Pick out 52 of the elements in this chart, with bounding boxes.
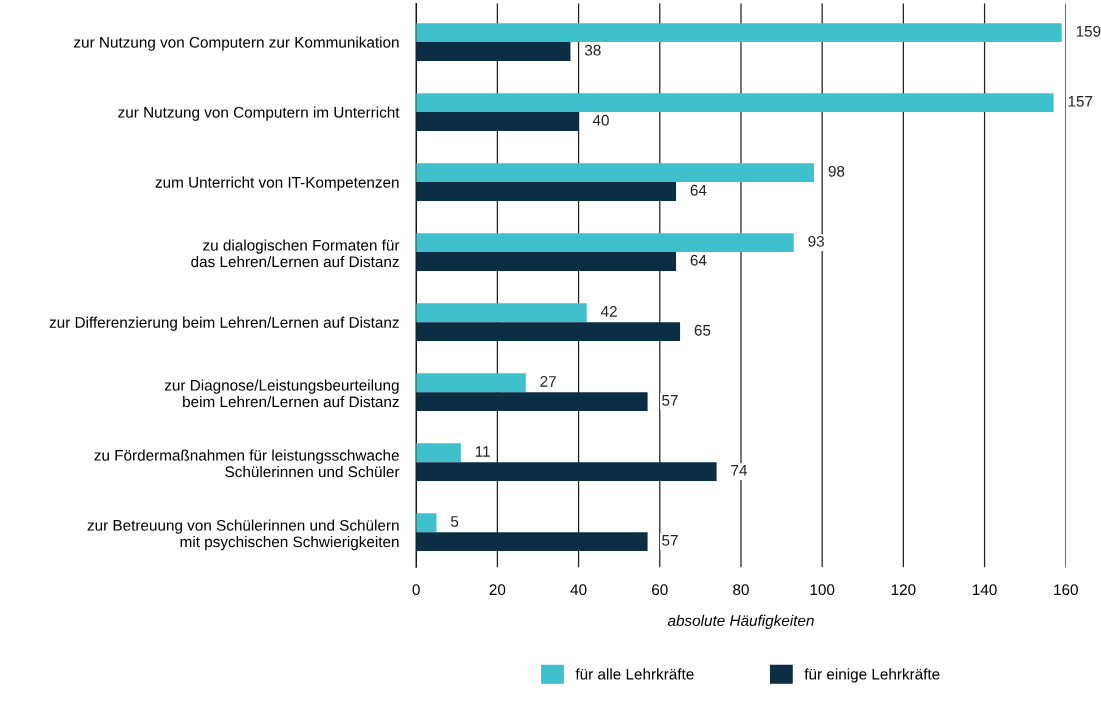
data-label: 93	[808, 235, 824, 247]
bar	[416, 513, 437, 533]
y-tick-label: zur Nutzung von Computern im Unterricht	[118, 106, 400, 121]
data-label: 38	[584, 44, 601, 56]
bar	[416, 23, 1062, 43]
data-label: 40	[592, 114, 609, 126]
bar	[416, 392, 648, 412]
x-axis-title: absolute Häufigkeiten	[667, 614, 814, 630]
x-tick-label: 0	[412, 584, 420, 596]
legend-label: für einige Lehrkräfte	[804, 668, 940, 683]
data-label: 5	[450, 516, 459, 527]
x-tick-label: 20	[489, 584, 506, 596]
x-tick-label: 120	[891, 584, 916, 596]
data-label: 64	[690, 254, 707, 266]
data-label: 11	[475, 446, 490, 457]
bar	[416, 443, 461, 463]
bar	[416, 252, 677, 272]
bar	[416, 303, 587, 323]
y-tick-label: zu Fördermaßnahmen für leistungsschwache Schülerinnen und Schüler	[94, 449, 400, 478]
data-label: 42	[600, 305, 617, 317]
bar	[416, 182, 677, 201]
bar	[416, 532, 648, 552]
data-label: 74	[731, 465, 748, 476]
data-label: 27	[540, 375, 556, 387]
bar	[416, 42, 571, 61]
legend-label: für alle Lehrkräfte	[575, 668, 694, 680]
bar	[416, 112, 579, 131]
y-tick-label: zur Diagnose/Leistungsbeurteilung beim Lehren/Lernen auf Distanz	[164, 379, 399, 408]
x-tick-label: 140	[972, 584, 997, 596]
bar	[416, 462, 717, 482]
x-tick-label: 80	[733, 584, 749, 596]
y-tick-label: zur Betreuung von Schülerinnen und Schülern mit psychischen Schwierigkeiten	[87, 519, 399, 551]
data-label: 65	[694, 324, 711, 336]
x-tick-label: 40	[570, 584, 587, 596]
data-label: 98	[828, 165, 845, 177]
x-tick-label: 100	[810, 584, 835, 596]
data-label: 64	[690, 184, 707, 196]
data-label: 57	[662, 535, 678, 546]
y-tick-label: zur Nutzung von Computern zur Kommunikation	[74, 36, 399, 51]
bar	[416, 373, 526, 393]
data-label: 57	[662, 395, 678, 406]
data-label: 159	[1076, 25, 1101, 37]
y-tick-label: zu dialogischen Formaten für das Lehren/Lernen auf Distanz	[191, 239, 400, 268]
bar	[416, 163, 815, 183]
y-tick-label: zur Differenzierung beim Lehren/Lernen auf Distanz	[49, 316, 399, 331]
bar	[416, 93, 1054, 113]
data-label: 157	[1068, 96, 1093, 107]
bar	[416, 322, 681, 342]
bar	[416, 233, 794, 253]
y-tick-label: zum Unterricht von IT-Kompetenzen	[155, 176, 399, 191]
x-tick-label: 60	[652, 584, 668, 596]
x-tick-label: 160	[1054, 584, 1078, 596]
